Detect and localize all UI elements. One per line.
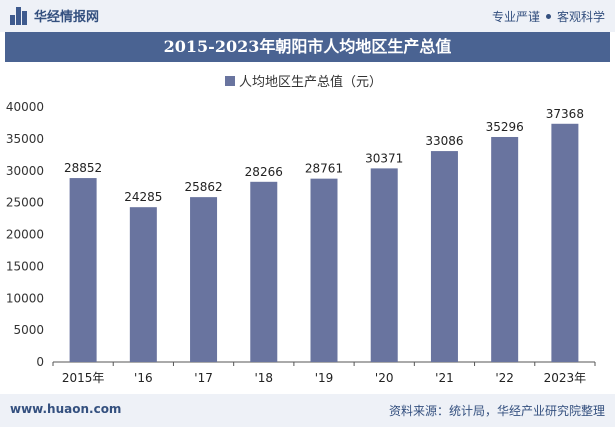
x-tick-label: '21	[435, 371, 454, 385]
bar-chart: 人均地区生产总值（元） 0 5000 10000 15000 20000 25000 3000…	[6, 74, 596, 385]
bar-value-label: 30371	[365, 151, 403, 165]
bar-value-label: 37368	[546, 107, 584, 121]
x-tick-label: '17	[194, 371, 213, 385]
brand[interactable]: 华经情报网	[10, 6, 99, 25]
footer-source: 资料来源：统计局，华经产业研究院整理	[388, 404, 605, 418]
y-tick-label: 35000	[6, 132, 44, 146]
title-bar: 2015-2023年朝阳市人均地区生产总值	[5, 32, 610, 62]
bar	[491, 136, 519, 362]
bar	[129, 207, 157, 362]
bar	[430, 151, 458, 362]
brand-logo-icon	[10, 6, 28, 25]
y-tick-label: 20000	[6, 228, 44, 242]
bar-value-label: 25862	[184, 180, 222, 194]
header-bar: 华经情报网 专业严谨 客观科学	[0, 0, 615, 32]
x-tick-label: 2015年	[62, 371, 105, 385]
bar-value-label: 28852	[64, 161, 102, 175]
x-tick-label: '18	[254, 371, 273, 385]
bar-value-label: 28761	[305, 162, 343, 176]
footer-url[interactable]: www.huaon.com	[10, 402, 122, 416]
x-tick-label: '16	[134, 371, 153, 385]
y-tick-label: 30000	[6, 164, 44, 178]
y-tick-label: 5000	[13, 323, 44, 337]
bar-value-label: 24285	[124, 190, 162, 204]
chart-title: 2015-2023年朝阳市人均地区生产总值	[163, 37, 452, 56]
bar	[370, 168, 398, 362]
bar-value-label: 33086	[425, 134, 463, 148]
legend-swatch	[225, 76, 235, 86]
bar	[551, 123, 579, 363]
footer-bar: www.huaon.com 资料来源：统计局，华经产业研究院整理	[0, 394, 615, 427]
y-tick-label: 25000	[6, 196, 44, 210]
bar-value-label: 28266	[245, 165, 283, 179]
y-tick-label: 0	[36, 355, 44, 369]
y-tick-label: 10000	[6, 291, 44, 305]
x-tick-label: 2023年	[544, 371, 587, 385]
tagline-professional: 专业严谨	[491, 10, 540, 24]
bar-value-label: 35296	[486, 120, 524, 134]
y-tick-label: 40000	[6, 100, 44, 114]
x-tick-label: '22	[495, 371, 514, 385]
bar	[69, 178, 97, 362]
bar	[190, 197, 218, 362]
y-tick-label: 15000	[6, 259, 44, 273]
bar	[250, 181, 278, 362]
bar	[310, 178, 338, 362]
x-tick-label: '20	[375, 371, 394, 385]
brand-name: 华经情报网	[34, 10, 100, 25]
x-tick-label: '19	[315, 371, 334, 385]
legend-label: 人均地区生产总值（元）	[239, 74, 382, 90]
tagline: 专业严谨 客观科学	[492, 8, 605, 25]
tagline-objective: 客观科学	[556, 10, 605, 24]
tagline-dot-icon	[545, 14, 551, 19]
